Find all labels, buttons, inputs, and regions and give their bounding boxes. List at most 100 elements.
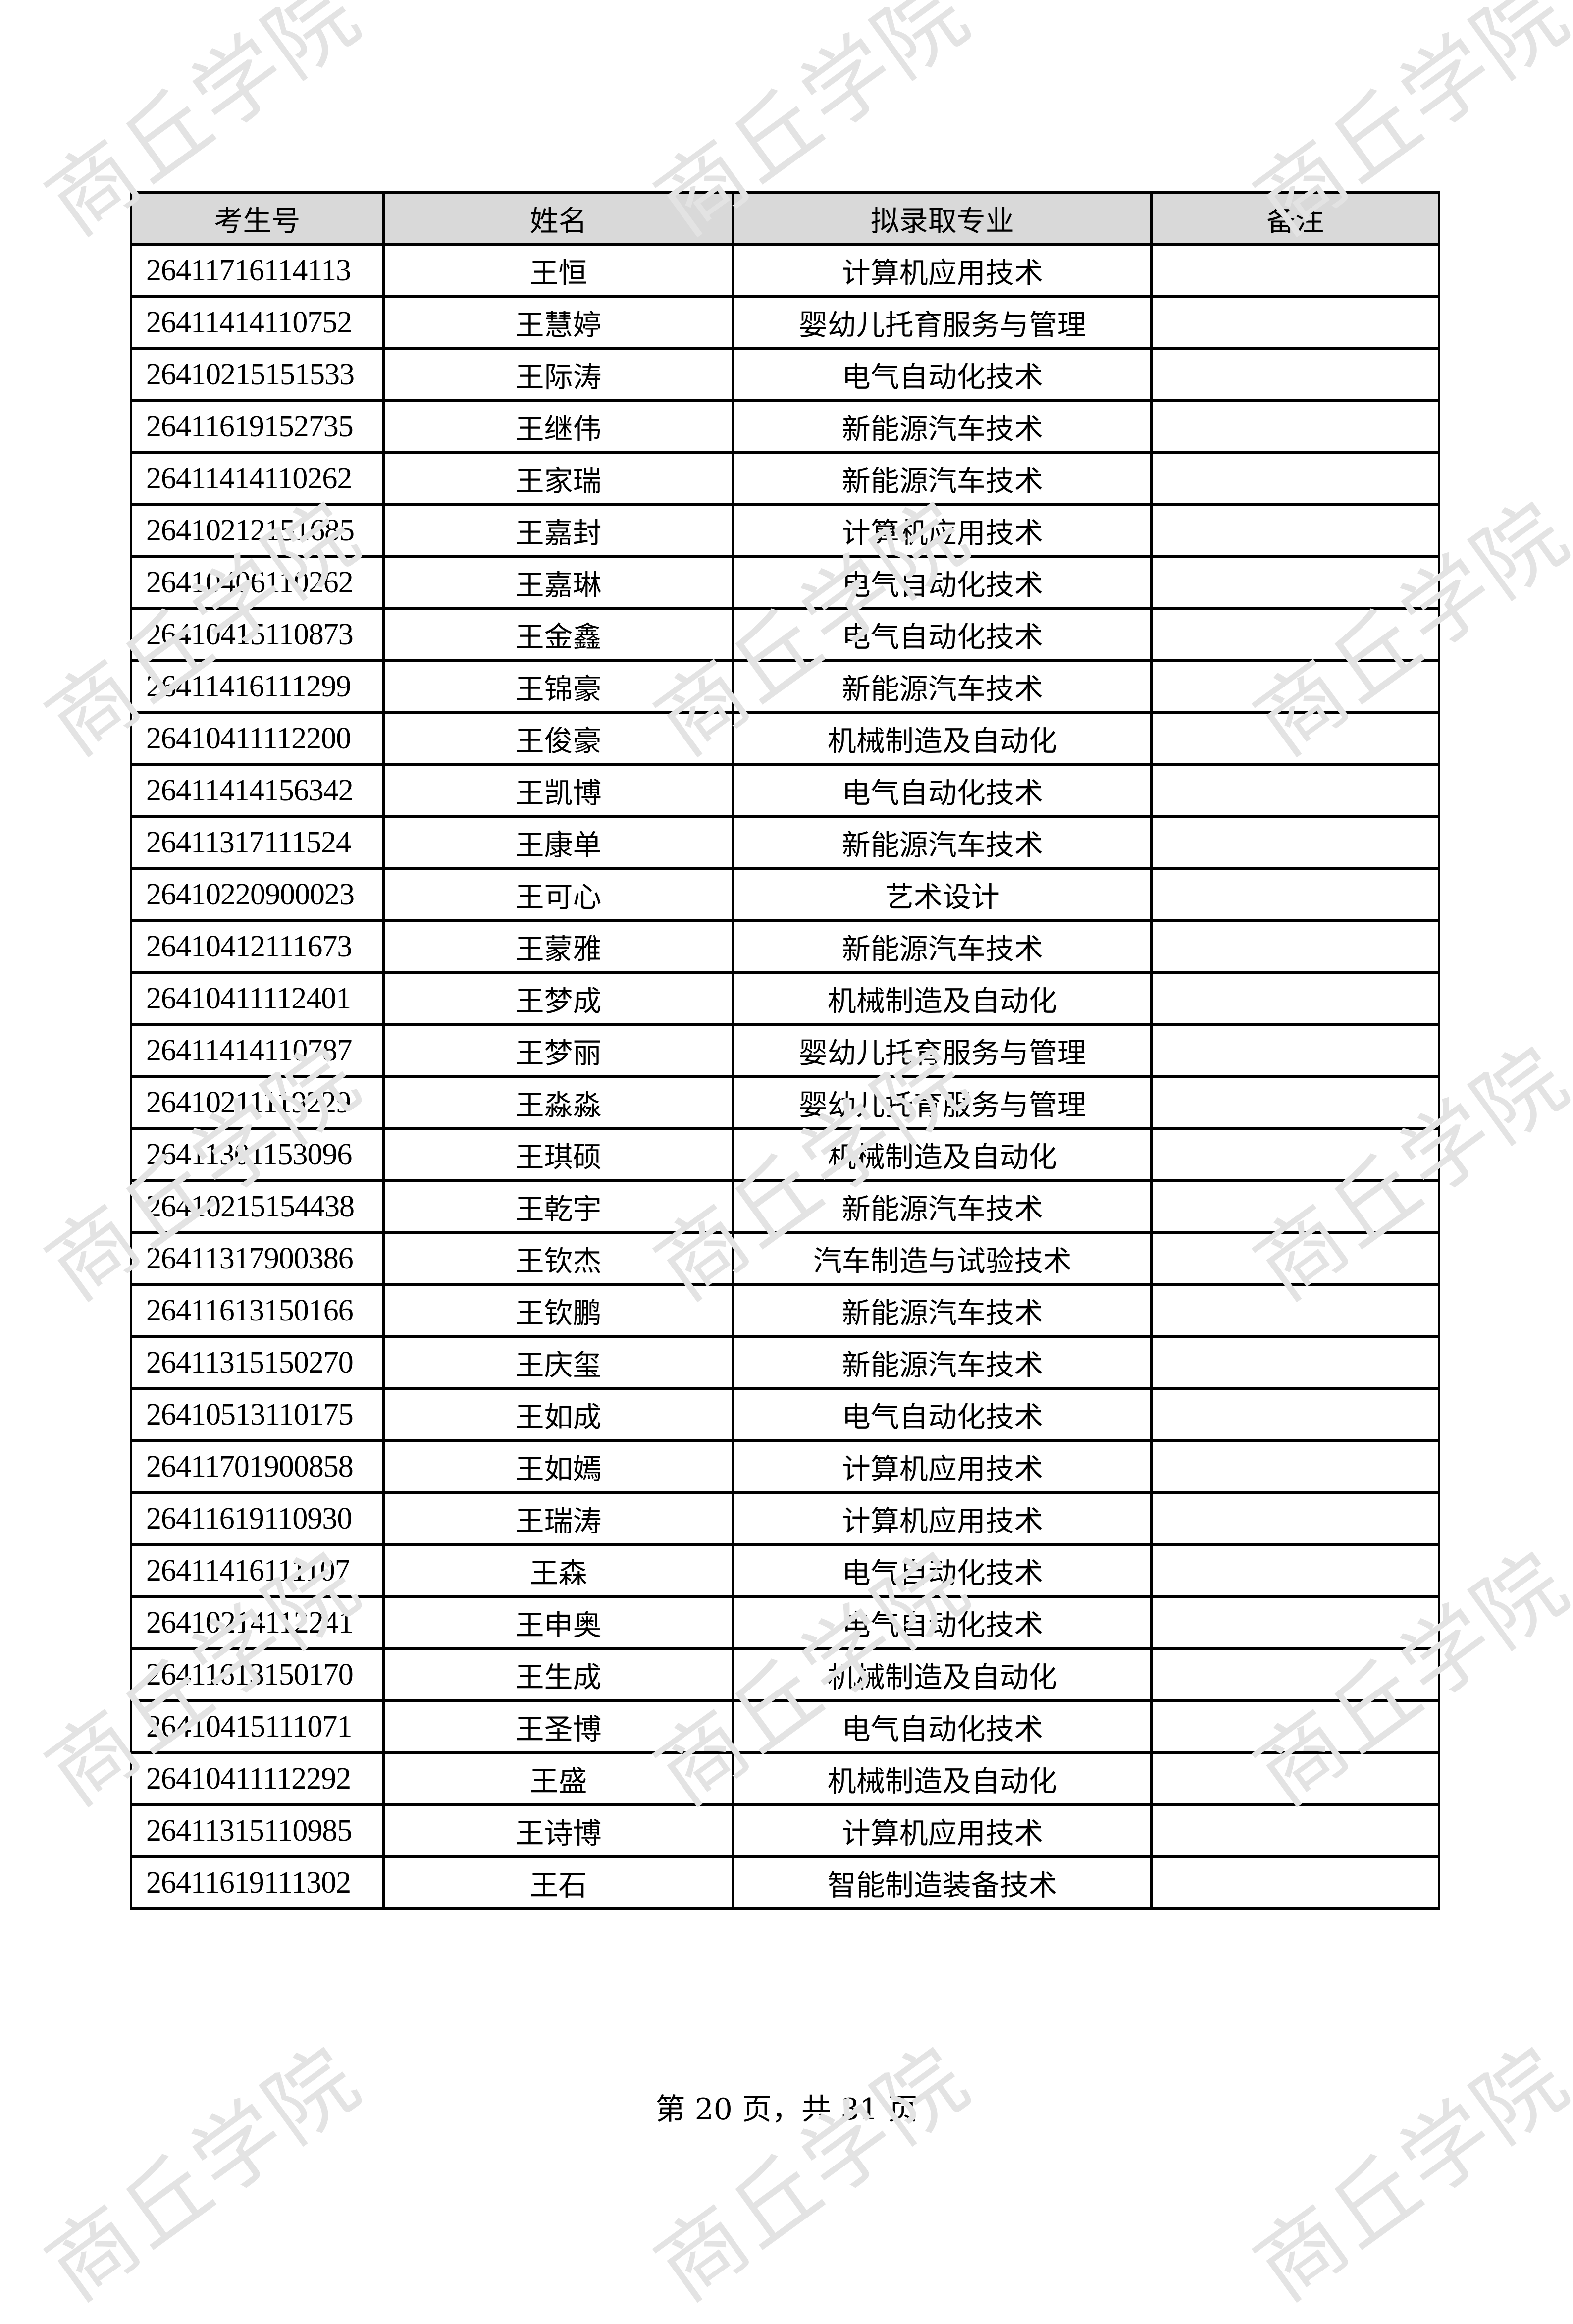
cell-name: 王石 bbox=[382, 1855, 735, 1910]
cell-major: 新能源汽车技术 bbox=[732, 451, 1153, 506]
header-remarks: 备注 bbox=[1150, 191, 1440, 246]
cell-remarks bbox=[1150, 1699, 1440, 1754]
table-row: 26411701900858 王如嫣 计算机应用技术 bbox=[130, 1439, 1440, 1494]
cell-major: 计算机应用技术 bbox=[732, 1803, 1153, 1858]
cell-remarks bbox=[1150, 1855, 1440, 1910]
cell-remarks bbox=[1150, 711, 1440, 766]
cell-name: 王乾宇 bbox=[382, 1179, 735, 1234]
cell-exam-number: 26411619110930 bbox=[130, 1491, 385, 1546]
cell-remarks bbox=[1150, 1439, 1440, 1494]
cell-remarks bbox=[1150, 1179, 1440, 1234]
cell-name: 王梦丽 bbox=[382, 1023, 735, 1078]
cell-remarks bbox=[1150, 607, 1440, 662]
cell-exam-number: 26411416111299 bbox=[130, 659, 385, 714]
cell-major: 机械制造及自动化 bbox=[732, 971, 1153, 1026]
cell-name: 王圣博 bbox=[382, 1699, 735, 1754]
cell-remarks bbox=[1150, 1075, 1440, 1130]
cell-major: 新能源汽车技术 bbox=[732, 659, 1153, 714]
table-row: 26411619111302 王石 智能制造装备技术 bbox=[130, 1855, 1440, 1910]
cell-exam-number: 26411414156342 bbox=[130, 763, 385, 818]
cell-remarks bbox=[1150, 1647, 1440, 1702]
table-row: 26410415111071 王圣博 电气自动化技术 bbox=[130, 1699, 1440, 1754]
table-row: 26411416111107 王森 电气自动化技术 bbox=[130, 1543, 1440, 1598]
cell-exam-number: 26411701900858 bbox=[130, 1439, 385, 1494]
cell-remarks bbox=[1150, 1595, 1440, 1650]
cell-major: 机械制造及自动化 bbox=[732, 711, 1153, 766]
cell-remarks bbox=[1150, 1127, 1440, 1182]
cell-major: 计算机应用技术 bbox=[732, 1491, 1153, 1546]
page-number: 第 20 页，共 31 页 bbox=[655, 2092, 918, 2127]
table-row: 26410411112292 王盛 机械制造及自动化 bbox=[130, 1751, 1440, 1806]
cell-exam-number: 26410415110873 bbox=[130, 607, 385, 662]
cell-exam-number: 26411414110262 bbox=[130, 451, 385, 506]
cell-exam-number: 26410411112200 bbox=[130, 711, 385, 766]
cell-name: 王凯博 bbox=[382, 763, 735, 818]
table-row: 26411301153096 王琪硕 机械制造及自动化 bbox=[130, 1127, 1440, 1182]
cell-exam-number: 26411416111107 bbox=[130, 1543, 385, 1598]
cell-major: 电气自动化技术 bbox=[732, 1387, 1153, 1442]
cell-name: 王金鑫 bbox=[382, 607, 735, 662]
cell-remarks bbox=[1150, 399, 1440, 454]
table-row: 26410215154438 王乾宇 新能源汽车技术 bbox=[130, 1179, 1440, 1234]
cell-major: 新能源汽车技术 bbox=[732, 919, 1153, 974]
cell-major: 汽车制造与试验技术 bbox=[732, 1231, 1153, 1286]
table-row: 26410211119229 王淼淼 婴幼儿托育服务与管理 bbox=[130, 1075, 1440, 1130]
cell-name: 王琪硕 bbox=[382, 1127, 735, 1182]
cell-name: 王家瑞 bbox=[382, 451, 735, 506]
table-row: 26411716114113 王恒 计算机应用技术 bbox=[130, 243, 1440, 298]
table-row: 26411414110262 王家瑞 新能源汽车技术 bbox=[130, 451, 1440, 506]
table-row: 26410411112401 王梦成 机械制造及自动化 bbox=[130, 971, 1440, 1026]
cell-major: 新能源汽车技术 bbox=[732, 815, 1153, 870]
cell-name: 王梦成 bbox=[382, 971, 735, 1026]
cell-major: 计算机应用技术 bbox=[732, 243, 1153, 298]
cell-name: 王际涛 bbox=[382, 347, 735, 402]
table-header-row: 考生号 姓名 拟录取专业 备注 bbox=[130, 191, 1440, 246]
cell-exam-number: 26411315110985 bbox=[130, 1803, 385, 1858]
table-row: 26410513110175 王如成 电气自动化技术 bbox=[130, 1387, 1440, 1442]
cell-name: 王锦豪 bbox=[382, 659, 735, 714]
cell-major: 新能源汽车技术 bbox=[732, 1335, 1153, 1390]
cell-name: 王生成 bbox=[382, 1647, 735, 1702]
cell-name: 王庆玺 bbox=[382, 1335, 735, 1390]
cell-major: 机械制造及自动化 bbox=[732, 1647, 1153, 1702]
admission-table: 考生号 姓名 拟录取专业 备注 26411716114113 王恒 计算机应用技术 2… bbox=[130, 191, 1440, 1910]
table-row: 26410412111673 王蒙雅 新能源汽车技术 bbox=[130, 919, 1440, 974]
table-row: 26411613150166 王钦鹏 新能源汽车技术 bbox=[130, 1283, 1440, 1338]
cell-name: 王可心 bbox=[382, 867, 735, 922]
cell-remarks bbox=[1150, 919, 1440, 974]
cell-exam-number: 26410415111071 bbox=[130, 1699, 385, 1754]
cell-name: 王钦杰 bbox=[382, 1231, 735, 1286]
table-row: 26410214112241 王申奥 电气自动化技术 bbox=[130, 1595, 1440, 1650]
table-row: 26411317111524 王康单 新能源汽车技术 bbox=[130, 815, 1440, 870]
cell-exam-number: 26411414110752 bbox=[130, 295, 385, 350]
cell-name: 王慧婷 bbox=[382, 295, 735, 350]
table-row: 26410415110873 王金鑫 电气自动化技术 bbox=[130, 607, 1440, 662]
cell-name: 王盛 bbox=[382, 1751, 735, 1806]
table-row: 26411613150170 王生成 机械制造及自动化 bbox=[130, 1647, 1440, 1702]
table-row: 26411416111299 王锦豪 新能源汽车技术 bbox=[130, 659, 1440, 714]
cell-remarks bbox=[1150, 815, 1440, 870]
cell-remarks bbox=[1150, 1543, 1440, 1598]
table-row: 26411414156342 王凯博 电气自动化技术 bbox=[130, 763, 1440, 818]
cell-remarks bbox=[1150, 555, 1440, 610]
cell-exam-number: 26410215154438 bbox=[130, 1179, 385, 1234]
cell-exam-number: 26411619152735 bbox=[130, 399, 385, 454]
cell-major: 艺术设计 bbox=[732, 867, 1153, 922]
cell-exam-number: 26411613150170 bbox=[130, 1647, 385, 1702]
cell-name: 王瑞涛 bbox=[382, 1491, 735, 1546]
cell-major: 电气自动化技术 bbox=[732, 607, 1153, 662]
cell-remarks bbox=[1150, 1387, 1440, 1442]
cell-remarks bbox=[1150, 451, 1440, 506]
cell-remarks bbox=[1150, 1491, 1440, 1546]
table-row: 26411619152735 王继伟 新能源汽车技术 bbox=[130, 399, 1440, 454]
cell-exam-number: 26411317111524 bbox=[130, 815, 385, 870]
header-name: 姓名 bbox=[382, 191, 735, 246]
cell-remarks bbox=[1150, 867, 1440, 922]
cell-remarks bbox=[1150, 1751, 1440, 1806]
cell-remarks bbox=[1150, 1803, 1440, 1858]
cell-exam-number: 26411317900386 bbox=[130, 1231, 385, 1286]
cell-exam-number: 26410411112401 bbox=[130, 971, 385, 1026]
cell-name: 王森 bbox=[382, 1543, 735, 1598]
cell-name: 王康单 bbox=[382, 815, 735, 870]
cell-remarks bbox=[1150, 971, 1440, 1026]
